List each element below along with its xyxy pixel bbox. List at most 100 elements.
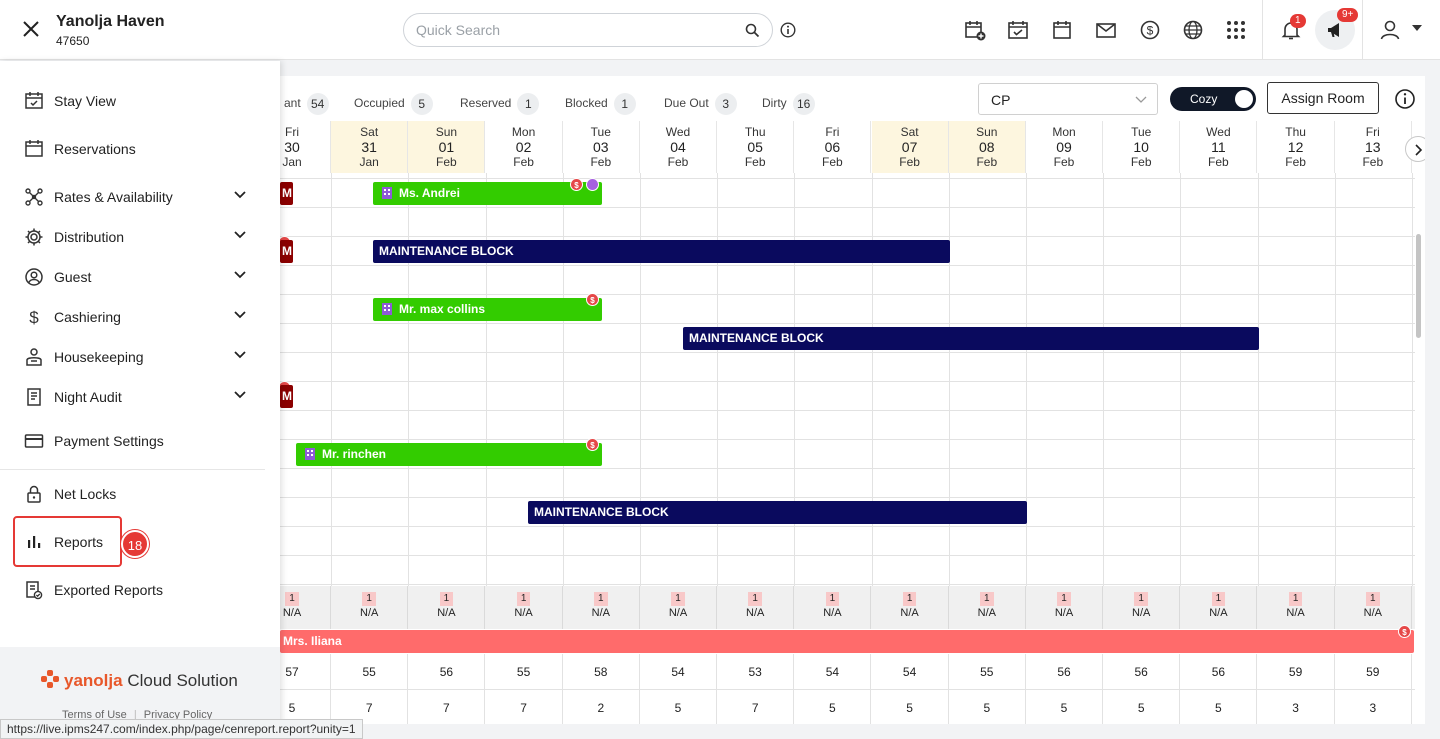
sidebar-item-reports[interactable]: Reports [0, 522, 265, 562]
date-column-header[interactable]: Tue 03 Feb [563, 121, 640, 173]
grid-column-line [1103, 173, 1105, 586]
sidebar-item-exported-reports[interactable]: Exported Reports [0, 570, 265, 610]
date-column-header[interactable]: Wed 04 Feb [640, 121, 717, 173]
user-icon[interactable] [1378, 18, 1402, 42]
footer-links: Terms of Use | Privacy Policy [62, 709, 213, 721]
calendar-check-icon[interactable] [1006, 18, 1030, 42]
apps-grid-icon[interactable] [1224, 18, 1248, 42]
availability-cell[interactable]: 1 N/A [1026, 586, 1103, 629]
sidebar-item-stay-view[interactable]: Stay View [0, 81, 265, 121]
stat-occupied[interactable]: Occupied 5 [354, 93, 433, 115]
megaphone-icon [1328, 23, 1339, 37]
availability-cell[interactable]: 1 N/A [717, 586, 795, 629]
grid-row-line [280, 497, 1415, 498]
sidebar-item-cashiering[interactable]: $ Cashiering [0, 297, 265, 337]
assign-room-button[interactable]: Assign Room [1267, 82, 1379, 114]
date-column-header[interactable]: Fri 30 Jan [280, 121, 331, 173]
building-icon [305, 447, 315, 460]
close-icon[interactable] [20, 18, 42, 40]
date-column-header[interactable]: Thu 05 Feb [717, 121, 795, 173]
day-number: 09 [1056, 139, 1072, 155]
search-input[interactable] [416, 14, 736, 46]
availability-cell[interactable]: 1 N/A [331, 586, 409, 629]
availability-cell[interactable]: 1 N/A [1335, 586, 1412, 629]
caret-down-icon[interactable] [1412, 25, 1422, 32]
header-divider [1262, 0, 1263, 60]
mail-icon[interactable] [1094, 18, 1118, 42]
stat-reserved[interactable]: Reserved 1 [460, 93, 540, 115]
date-column-header[interactable]: Mon 09 Feb [1026, 121, 1103, 173]
maintenance-block[interactable]: MAINTENANCE BLOCK [373, 240, 950, 263]
stat-dirty[interactable]: Dirty 16 [762, 93, 815, 115]
availability-cell[interactable]: 1 N/A [486, 586, 563, 629]
date-column-header[interactable]: Fri 13 Feb [1335, 121, 1412, 173]
sidebar-item-net-locks[interactable]: Net Locks [0, 474, 265, 514]
availability-cell[interactable]: 1 N/A [794, 586, 872, 629]
date-column-header[interactable]: Sun 08 Feb [948, 121, 1026, 173]
date-column-header[interactable]: Thu 12 Feb [1258, 121, 1335, 173]
date-column-header[interactable]: Mon 02 Feb [486, 121, 563, 173]
count-cell: 59 [1335, 654, 1412, 690]
add-calendar-icon[interactable] [963, 18, 987, 42]
privacy-link[interactable]: Privacy Policy [143, 709, 213, 721]
info-icon[interactable] [780, 22, 796, 38]
booking-bar[interactable]: Mr. max collins [373, 298, 602, 321]
dollar-icon: $ [29, 308, 39, 327]
globe-icon[interactable] [1181, 18, 1205, 42]
calendar-icon[interactable] [1050, 18, 1074, 42]
booking-bar[interactable]: Mrs. Iliana [280, 630, 1414, 653]
date-column-header[interactable]: Fri 06 Feb [794, 121, 872, 173]
date-column-header[interactable]: Tue 10 Feb [1103, 121, 1181, 173]
terms-link[interactable]: Terms of Use [62, 709, 127, 721]
sidebar-item-label: Night Audit [54, 389, 122, 405]
quick-search[interactable] [403, 13, 773, 47]
maintenance-block[interactable]: MAINTENANCE BLOCK [528, 501, 1027, 524]
sidebar-item-distribution[interactable]: Distribution [0, 217, 265, 257]
date-column-header[interactable]: Sat 31 Jan [331, 121, 409, 173]
stat-blocked[interactable]: Blocked 1 [565, 93, 636, 115]
availability-cell[interactable]: 1 N/A [949, 586, 1026, 629]
availability-cell[interactable]: 1 N/A [408, 586, 486, 629]
currency-icon[interactable]: $ [1138, 18, 1162, 42]
month: Feb [976, 155, 998, 169]
maintenance-block[interactable]: MAINTENANCE BLOCK [683, 327, 1259, 350]
sidebar-item-payment-settings[interactable]: Payment Settings [0, 421, 265, 461]
booking-stub[interactable]: M [280, 182, 293, 205]
availability-cell[interactable]: 1 N/A [1180, 586, 1258, 629]
date-column-header[interactable]: Sun 01 Feb [408, 121, 486, 173]
booking-bar[interactable]: Ms. Andrei [373, 182, 602, 205]
availability-cell[interactable]: 1 N/A [563, 586, 640, 629]
month: Feb [667, 155, 689, 169]
property-name[interactable]: Yanolja Haven [56, 13, 165, 30]
rate-value: N/A [1132, 607, 1151, 619]
rate-value: N/A [1209, 607, 1228, 619]
stat-vacant[interactable]: ant 54 [284, 93, 329, 115]
search-icon[interactable] [745, 23, 760, 38]
payment-due-icon: $ [1398, 625, 1411, 638]
grid-row-line [280, 352, 1415, 353]
booking-bar[interactable]: Mr. rinchen [296, 443, 602, 466]
cozy-toggle[interactable]: Cozy [1170, 87, 1256, 111]
date-column-header[interactable]: Wed 11 Feb [1180, 121, 1258, 173]
count-cell: 5 [1180, 690, 1258, 724]
availability-cell[interactable]: 1 N/A [640, 586, 717, 629]
sidebar-item-guest[interactable]: Guest [0, 257, 265, 297]
vertical-scrollbar[interactable] [1416, 234, 1421, 338]
info-icon[interactable] [1394, 88, 1416, 110]
availability-cell[interactable]: 1 N/A [1258, 586, 1335, 629]
sidebar-item-label: Cashiering [54, 309, 121, 325]
booking-stub[interactable]: M [280, 385, 293, 408]
sidebar-item-night-audit[interactable]: Night Audit [0, 377, 265, 417]
availability-cell[interactable]: 1 N/A [280, 586, 331, 629]
rate-plan-select[interactable]: CP [978, 83, 1158, 115]
stat-due-out[interactable]: Due Out 3 [664, 93, 737, 115]
availability-cell[interactable]: 1 N/A [872, 586, 949, 629]
month: Feb [899, 155, 920, 169]
sidebar-item-reservations[interactable]: Reservations [0, 129, 265, 169]
sidebar-item-rates-availability[interactable]: Rates & Availability [0, 177, 265, 217]
availability-cell[interactable]: 1 N/A [1103, 586, 1181, 629]
sidebar-item-housekeeping[interactable]: Housekeeping [0, 337, 265, 377]
date-column-header[interactable]: Sat 07 Feb [871, 121, 949, 173]
booking-stub[interactable]: M [280, 240, 293, 263]
next-dates-button[interactable] [1405, 136, 1425, 162]
